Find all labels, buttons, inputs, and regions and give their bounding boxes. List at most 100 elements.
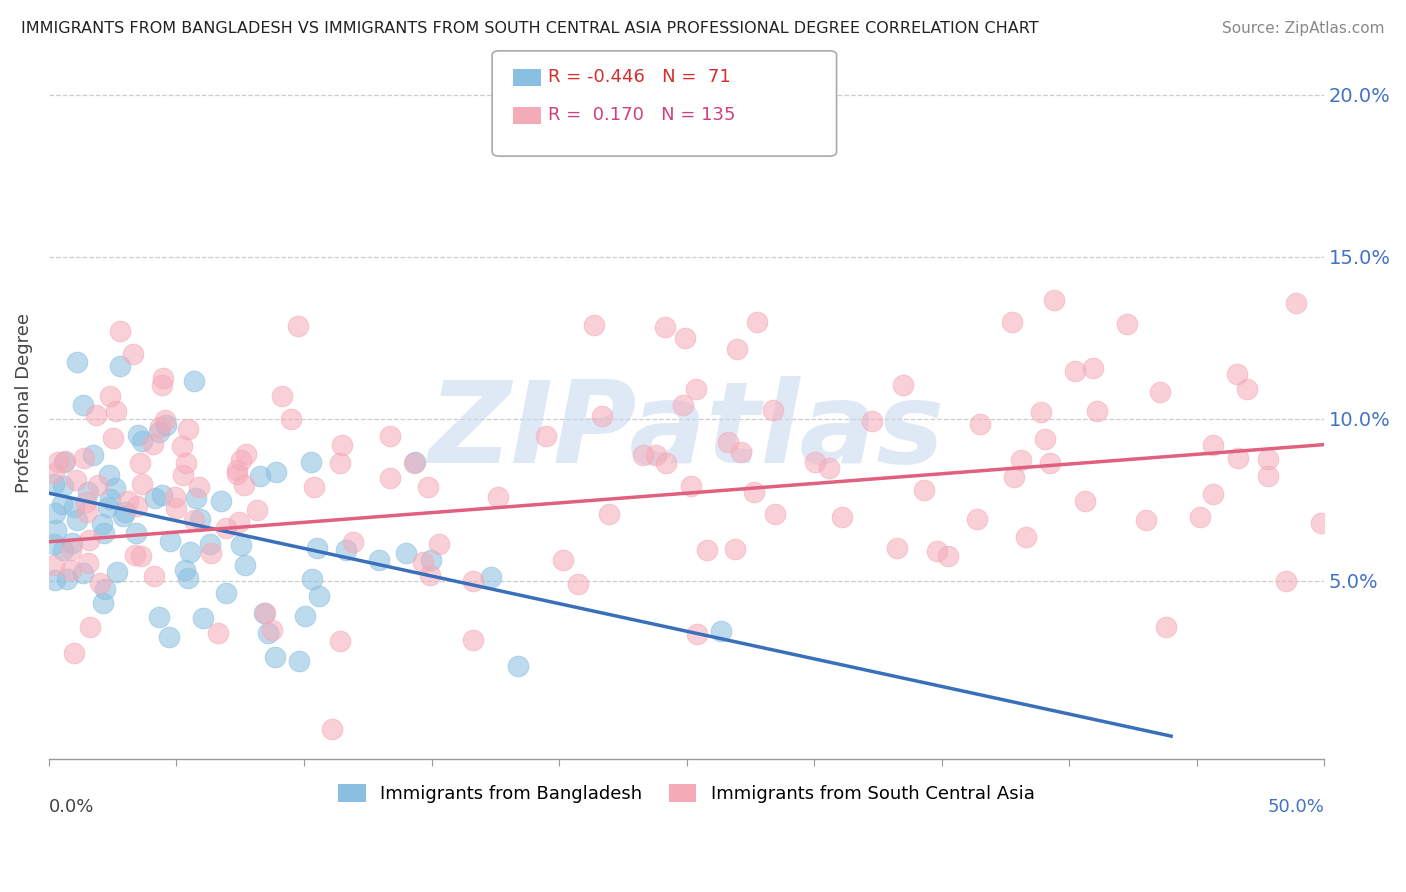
Point	[402, 456, 425, 470]
Point	[42, 466, 65, 480]
Point	[172, 468, 194, 483]
Point	[207, 626, 229, 640]
Point	[97, 500, 120, 515]
Point	[86, 408, 108, 422]
Point	[76, 495, 98, 509]
Point	[329, 456, 352, 470]
Point	[1285, 296, 1308, 310]
Point	[681, 479, 703, 493]
Point	[818, 461, 841, 475]
Text: R =  0.170   N = 135: R = 0.170 N = 135	[548, 106, 735, 124]
Point	[142, 437, 165, 451]
Point	[1015, 530, 1038, 544]
Point	[288, 653, 311, 667]
Point	[1257, 451, 1279, 466]
Point	[1189, 509, 1212, 524]
Point	[762, 403, 785, 417]
Point	[1039, 456, 1062, 470]
Point	[461, 633, 484, 648]
Point	[231, 452, 253, 467]
Point	[1226, 367, 1249, 381]
Point	[263, 649, 285, 664]
Point	[127, 428, 149, 442]
Point	[215, 586, 238, 600]
Point	[56, 572, 79, 586]
Point	[114, 505, 136, 519]
Point	[143, 569, 166, 583]
Point	[305, 541, 328, 555]
Point	[188, 512, 211, 526]
Point	[233, 558, 256, 572]
Point	[249, 468, 271, 483]
Point	[52, 542, 75, 557]
Point	[763, 507, 786, 521]
Point	[226, 463, 249, 477]
Point	[1202, 438, 1225, 452]
Point	[42, 537, 65, 551]
Point	[266, 466, 288, 480]
Point	[412, 555, 434, 569]
Point	[150, 487, 173, 501]
Point	[104, 481, 127, 495]
Point	[724, 541, 747, 556]
Point	[321, 723, 343, 737]
Point	[582, 318, 605, 332]
Point	[98, 389, 121, 403]
Point	[1010, 453, 1032, 467]
Point	[165, 500, 187, 515]
Point	[148, 425, 170, 440]
Point	[59, 563, 82, 577]
Point	[98, 468, 121, 483]
Point	[831, 510, 853, 524]
Point	[912, 483, 935, 497]
Point	[1033, 433, 1056, 447]
Text: IMMIGRANTS FROM BANGLADESH VS IMMIGRANTS FROM SOUTH CENTRAL ASIA PROFESSIONAL DE: IMMIGRANTS FROM BANGLADESH VS IMMIGRANTS…	[21, 21, 1039, 36]
Point	[157, 631, 180, 645]
Point	[1309, 516, 1331, 531]
Legend: Immigrants from Bangladesh, Immigrants from South Central Asia: Immigrants from Bangladesh, Immigrants f…	[332, 777, 1042, 810]
Point	[131, 434, 153, 448]
Point	[200, 546, 222, 560]
Point	[44, 506, 66, 520]
Point	[94, 582, 117, 596]
Point	[77, 556, 100, 570]
Point	[77, 533, 100, 548]
Point	[90, 516, 112, 531]
Point	[60, 542, 83, 557]
Point	[427, 537, 450, 551]
Point	[886, 541, 908, 555]
Point	[42, 476, 65, 491]
Point	[1002, 470, 1025, 484]
Point	[419, 567, 441, 582]
Point	[891, 377, 914, 392]
Point	[131, 477, 153, 491]
Point	[404, 455, 426, 469]
Point	[63, 500, 86, 514]
Point	[110, 359, 132, 373]
Point	[551, 552, 574, 566]
Point	[183, 513, 205, 527]
Point	[232, 478, 254, 492]
Point	[253, 606, 276, 620]
Point	[183, 375, 205, 389]
Point	[163, 490, 186, 504]
Point	[1087, 404, 1109, 418]
Point	[121, 347, 143, 361]
Point	[1135, 513, 1157, 527]
Point	[209, 494, 232, 508]
Point	[177, 571, 200, 585]
Point	[101, 431, 124, 445]
Y-axis label: Professional Degree: Professional Degree	[15, 312, 32, 492]
Point	[155, 413, 177, 427]
Point	[229, 538, 252, 552]
Point	[76, 505, 98, 519]
Point	[969, 417, 991, 431]
Point	[420, 553, 443, 567]
Point	[125, 499, 148, 513]
Point	[598, 507, 620, 521]
Point	[51, 497, 73, 511]
Point	[294, 609, 316, 624]
Point	[174, 563, 197, 577]
Point	[335, 542, 357, 557]
Point	[45, 523, 67, 537]
